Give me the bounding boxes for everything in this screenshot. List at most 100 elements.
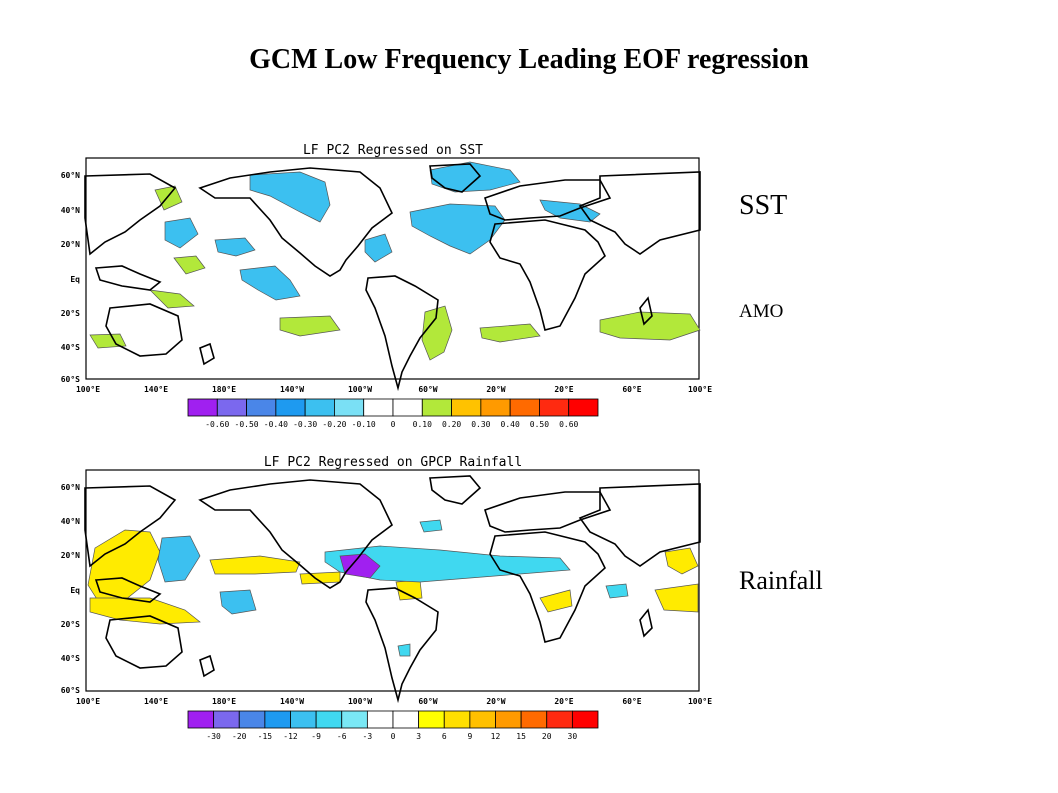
lon-label: 60°W xyxy=(418,385,437,394)
colorbar-swatch xyxy=(480,398,511,417)
sst-map: LF PC2 Regressed on SST 60°N xyxy=(61,143,712,429)
lat-label: 40°N xyxy=(61,206,80,215)
page-title: GCM Low Frequency Leading EOF regression xyxy=(249,44,809,75)
colorbar-swatch xyxy=(363,398,394,417)
colorbar-label: -0.60 xyxy=(205,420,229,429)
colorbar-label: -3 xyxy=(363,732,373,741)
colorbar-label: 20 xyxy=(542,732,552,741)
colorbar-label: -0.30 xyxy=(293,420,317,429)
colorbar-swatch xyxy=(334,398,365,417)
colorbar-swatch xyxy=(315,710,343,729)
lat-label: 20°S xyxy=(61,620,80,629)
colorbar-label: 12 xyxy=(491,732,501,741)
colorbar-swatch xyxy=(216,398,247,417)
colorbar-swatch xyxy=(264,710,291,729)
colorbar-swatch xyxy=(539,398,570,417)
lon-label: 20°W xyxy=(486,385,505,394)
colorbar-swatch xyxy=(187,398,218,417)
lon-label: 180°E xyxy=(212,697,236,706)
colorbar-label: 6 xyxy=(442,732,447,741)
sst-lat-axis: 60°N 40°N 20°N Eq 20°S 40°S 60°S xyxy=(61,171,80,384)
colorbar-swatch xyxy=(304,398,335,417)
lat-label: 40°S xyxy=(61,343,80,352)
rainfall-colorbar: -30 -20 -15 -12 -9 -6 -3 0 3 6 9 12 15 20 30 xyxy=(187,710,599,741)
rainfall-lat-axis: 60°N 40°N 20°N Eq 20°S 40°S 60°S xyxy=(61,483,80,695)
lon-label: 60°E xyxy=(622,385,641,394)
colorbar-label: -20 xyxy=(232,732,247,741)
lat-label: Eq xyxy=(70,586,80,595)
colorbar-swatch xyxy=(509,398,540,417)
lon-label: 60°E xyxy=(622,697,641,706)
colorbar-swatch xyxy=(213,710,240,729)
sst-side-label: SST xyxy=(739,190,788,221)
colorbar-swatch xyxy=(366,710,394,729)
lon-label: 180°E xyxy=(212,385,236,394)
colorbar-swatch xyxy=(290,710,317,729)
rainfall-side-label: Rainfall xyxy=(739,566,823,595)
lon-label: 20°E xyxy=(554,385,573,394)
colorbar-label: 0 xyxy=(391,420,396,429)
lat-label: 60°N xyxy=(61,171,80,180)
colorbar-label: -0.50 xyxy=(235,420,259,429)
lon-label: 140°W xyxy=(280,385,304,394)
lon-label: 20°W xyxy=(486,697,505,706)
colorbar-swatch xyxy=(187,710,215,729)
colorbar-swatch xyxy=(418,710,445,729)
colorbar-swatch xyxy=(392,398,423,417)
lon-label: 20°E xyxy=(554,697,573,706)
lat-label: 40°N xyxy=(61,517,80,526)
amo-side-label: AMO xyxy=(739,301,784,322)
colorbar-label: -0.10 xyxy=(352,420,376,429)
lon-label: 100°E xyxy=(688,385,712,394)
colorbar-swatch xyxy=(341,710,368,729)
colorbar-label: -6 xyxy=(337,732,347,741)
lat-label: 60°S xyxy=(61,375,80,384)
colorbar-swatch xyxy=(275,398,306,417)
colorbar-label: 0.60 xyxy=(559,420,578,429)
colorbar-swatch xyxy=(443,710,471,729)
lon-label: 140°W xyxy=(280,697,304,706)
colorbar-label: -9 xyxy=(311,732,321,741)
colorbar-label: -0.40 xyxy=(264,420,288,429)
lon-label: 100°E xyxy=(76,697,100,706)
colorbar-swatch xyxy=(392,710,420,729)
colorbar-label: -0.20 xyxy=(322,420,346,429)
lon-label: 140°E xyxy=(144,697,168,706)
colorbar-label: 0.40 xyxy=(501,420,520,429)
sst-colorbar: -0.60 -0.50 -0.40 -0.30 -0.20 -0.10 0 0.10 0.20 0… xyxy=(187,398,599,429)
colorbar-swatch xyxy=(546,710,573,729)
colorbar-swatch xyxy=(495,710,522,729)
colorbar-label: 0.50 xyxy=(530,420,549,429)
colorbar-swatch xyxy=(451,398,482,417)
lon-label: 100°W xyxy=(348,697,372,706)
colorbar-label: 0.30 xyxy=(471,420,490,429)
colorbar-swatch xyxy=(469,710,496,729)
lat-label: 60°N xyxy=(61,483,80,492)
colorbar-label: 15 xyxy=(516,732,526,741)
colorbar-label: 0 xyxy=(391,732,396,741)
sst-anomaly-shading xyxy=(89,161,701,361)
lon-label: 140°E xyxy=(144,385,168,394)
rainfall-map: LF PC2 Regressed on GPCP Rainfall 60°N 4… xyxy=(61,455,712,741)
colorbar-swatch xyxy=(520,710,548,729)
colorbar-swatch xyxy=(571,710,599,729)
rainfall-map-title: LF PC2 Regressed on GPCP Rainfall xyxy=(264,455,522,470)
colorbar-label: 3 xyxy=(416,732,421,741)
colorbar-label: -15 xyxy=(258,732,273,741)
colorbar-swatch xyxy=(238,710,266,729)
lat-label: 40°S xyxy=(61,654,80,663)
colorbar-swatch xyxy=(421,398,452,417)
lat-label: 60°S xyxy=(61,686,80,695)
lon-label: 100°E xyxy=(688,697,712,706)
lon-label: 100°E xyxy=(76,385,100,394)
colorbar-label: -12 xyxy=(283,732,298,741)
lat-label: 20°N xyxy=(61,551,80,560)
colorbar-swatch xyxy=(568,398,599,417)
lon-label: 100°W xyxy=(348,385,372,394)
colorbar-label: -30 xyxy=(206,732,221,741)
lat-label: 20°S xyxy=(61,309,80,318)
colorbar-swatch xyxy=(246,398,277,417)
lat-label: Eq xyxy=(70,275,80,284)
colorbar-label: 0.20 xyxy=(442,420,461,429)
